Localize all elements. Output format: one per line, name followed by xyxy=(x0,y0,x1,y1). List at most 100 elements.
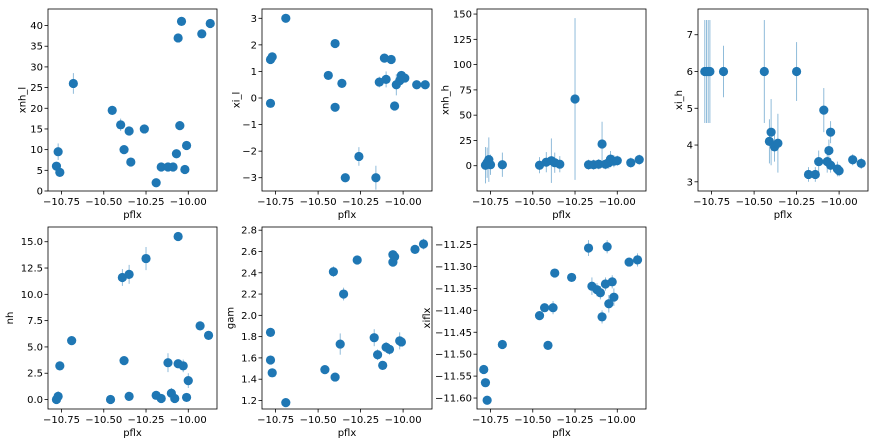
y-tick-label: 35 xyxy=(30,42,43,53)
y-tick-label: 1.4 xyxy=(241,375,257,386)
subplot-2: −10.75 −10.50 −10.25 −10.00 −3 −2 −1 0 1 2 3 pflx xi… xyxy=(232,8,433,221)
y-tick-label: 20 xyxy=(30,104,43,115)
data-point xyxy=(555,159,565,169)
y-tick-label: 12.5 xyxy=(21,264,43,275)
y-tick-label: 0 xyxy=(37,187,43,198)
data-point xyxy=(570,94,580,104)
data-point xyxy=(141,253,151,264)
data-point xyxy=(550,268,560,278)
data-point xyxy=(607,277,617,287)
x-axis-label: pflx xyxy=(123,210,142,221)
y-tick-label: 2.5 xyxy=(27,369,43,380)
data-point xyxy=(67,336,77,346)
subplot-1: −10.75 −10.50 −10.25 −10.00 0 5 10 15 20 25 30 35 40… xyxy=(18,8,218,221)
data-point xyxy=(826,160,836,170)
data-point xyxy=(594,159,604,169)
data-point xyxy=(718,66,729,77)
x-tick-label: −10.75 xyxy=(472,197,509,208)
data-point xyxy=(479,364,489,375)
y-tick-label: 100 xyxy=(453,60,472,71)
y-tick-label: −2 xyxy=(242,147,257,158)
x-tick-label: −10.50 xyxy=(514,197,551,208)
data-point xyxy=(163,358,173,368)
y-tick-label: −11.55 xyxy=(435,372,472,383)
y-tick-label: −11.40 xyxy=(435,306,472,317)
data-point xyxy=(856,158,866,169)
data-point xyxy=(626,158,636,168)
x-tick-label: −10.25 xyxy=(557,415,594,426)
y-tick-label: 1.8 xyxy=(241,332,257,343)
subplot-4: −10.75 −10.50 −10.25 −10.00 3 4 5 6 7 pflx xi_h xyxy=(674,8,869,221)
y-tick-label: 15 xyxy=(30,124,43,135)
x-tick-label: −10.50 xyxy=(85,415,122,426)
x-tick-label: −10.25 xyxy=(342,415,379,426)
data-point xyxy=(826,127,836,137)
data-point xyxy=(171,149,182,159)
data-point xyxy=(181,140,192,151)
y-tick-label: 10 xyxy=(30,145,43,156)
x-axis-label: pflx xyxy=(338,210,357,221)
axes-frame xyxy=(697,8,869,192)
data-point xyxy=(53,391,63,401)
x-tick-label: −10.75 xyxy=(43,197,80,208)
data-point xyxy=(396,337,406,347)
data-point xyxy=(803,169,814,180)
x-axis-label: pflx xyxy=(552,210,571,221)
data-point xyxy=(381,74,391,85)
y-tick-label: 1.2 xyxy=(241,396,257,407)
y-tick-label: 2.6 xyxy=(241,247,257,258)
data-point xyxy=(534,310,545,321)
subplot-3: −10.75 −10.50 −10.25 −10.00 0 25 50 75 100 125 150… xyxy=(440,8,647,221)
data-point xyxy=(759,66,769,77)
data-point xyxy=(354,151,364,162)
data-point xyxy=(53,147,63,157)
data-point xyxy=(834,166,844,176)
y-tick-label: −11.45 xyxy=(435,328,472,339)
y-tick-label: 2 xyxy=(251,40,257,51)
y-tick-label: 15.0 xyxy=(21,237,43,248)
data-point xyxy=(548,303,558,313)
x-tick-label: −10.00 xyxy=(599,415,636,426)
x-tick-label: −10.75 xyxy=(472,415,509,426)
data-point xyxy=(197,29,207,39)
data-point xyxy=(373,350,383,360)
data-point xyxy=(124,126,134,136)
data-point xyxy=(540,303,550,313)
data-point xyxy=(180,164,190,175)
data-point xyxy=(480,378,491,388)
y-tick-label: 150 xyxy=(453,10,472,21)
y-tick-label: −11.50 xyxy=(435,350,472,361)
data-point xyxy=(55,167,65,177)
data-point xyxy=(105,394,116,405)
y-tick-label: 30 xyxy=(30,62,43,73)
data-point xyxy=(267,368,277,378)
data-point xyxy=(328,267,338,277)
y-tick-label: 125 xyxy=(453,35,472,46)
y-tick-label: −11.35 xyxy=(435,284,472,295)
data-point xyxy=(181,392,192,403)
data-point xyxy=(485,160,496,170)
y-tick-label: 2.2 xyxy=(241,290,257,301)
data-point xyxy=(175,121,185,131)
y-tick-label: 1.6 xyxy=(241,353,257,364)
y-tick-label: 2.0 xyxy=(241,311,257,322)
data-point xyxy=(390,252,400,262)
data-point xyxy=(386,54,396,65)
y-tick-label: 5.0 xyxy=(27,342,43,353)
data-point xyxy=(183,375,193,386)
data-point xyxy=(352,255,362,265)
data-point xyxy=(139,124,149,134)
y-axis-label: xiflx xyxy=(422,307,433,328)
x-tick-label: −10.50 xyxy=(300,197,337,208)
data-point xyxy=(814,156,824,167)
x-tick-label: −10.00 xyxy=(821,197,858,208)
axes-frame xyxy=(47,8,218,192)
data-point xyxy=(151,178,161,188)
y-tick-label: 25 xyxy=(30,83,43,94)
data-point xyxy=(265,327,276,337)
data-point xyxy=(543,340,553,351)
data-point xyxy=(624,257,634,267)
subplot-7: −10.75 −10.50 −10.25 −10.00 −11.60 −11.55 −11.… xyxy=(422,226,647,439)
data-point xyxy=(609,292,619,302)
